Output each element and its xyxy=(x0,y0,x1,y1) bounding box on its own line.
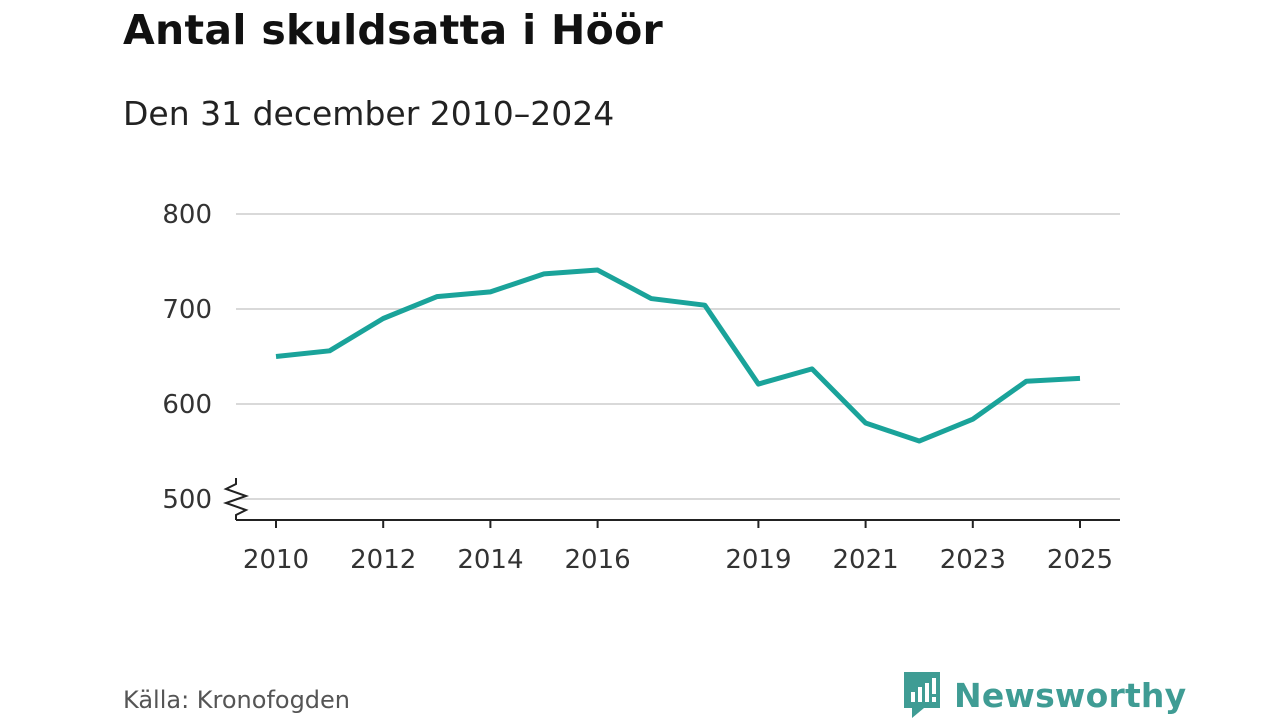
x-tick-label-2021: 2021 xyxy=(833,545,899,575)
x-tick-label-2023: 2023 xyxy=(940,545,1006,575)
brand-name: Newsworthy xyxy=(954,675,1187,715)
axis-break-icon xyxy=(222,478,250,520)
y-tick-label-700: 700 xyxy=(162,295,212,325)
y-tick-label-500: 500 xyxy=(162,485,212,515)
newsworthy-logo-icon xyxy=(904,672,940,718)
x-tick-label-2014: 2014 xyxy=(457,545,523,575)
x-tick-label-2019: 2019 xyxy=(725,545,791,575)
chart-title: Antal skuldsatta i Höör xyxy=(123,6,664,54)
x-tick-label-2016: 2016 xyxy=(565,545,631,575)
x-tick-label-2025: 2025 xyxy=(1047,545,1113,575)
chart-subtitle: Den 31 december 2010–2024 xyxy=(123,94,615,133)
x-tick-label-2010: 2010 xyxy=(243,545,309,575)
y-tick-label-600: 600 xyxy=(162,390,212,420)
y-tick-label-800: 800 xyxy=(162,200,212,230)
brand[interactable]: Newsworthy xyxy=(902,670,1186,720)
series-line-0 xyxy=(275,267,1081,444)
source-note: Källa: Kronofogden xyxy=(123,686,351,714)
x-tick-label-2012: 2012 xyxy=(350,545,416,575)
